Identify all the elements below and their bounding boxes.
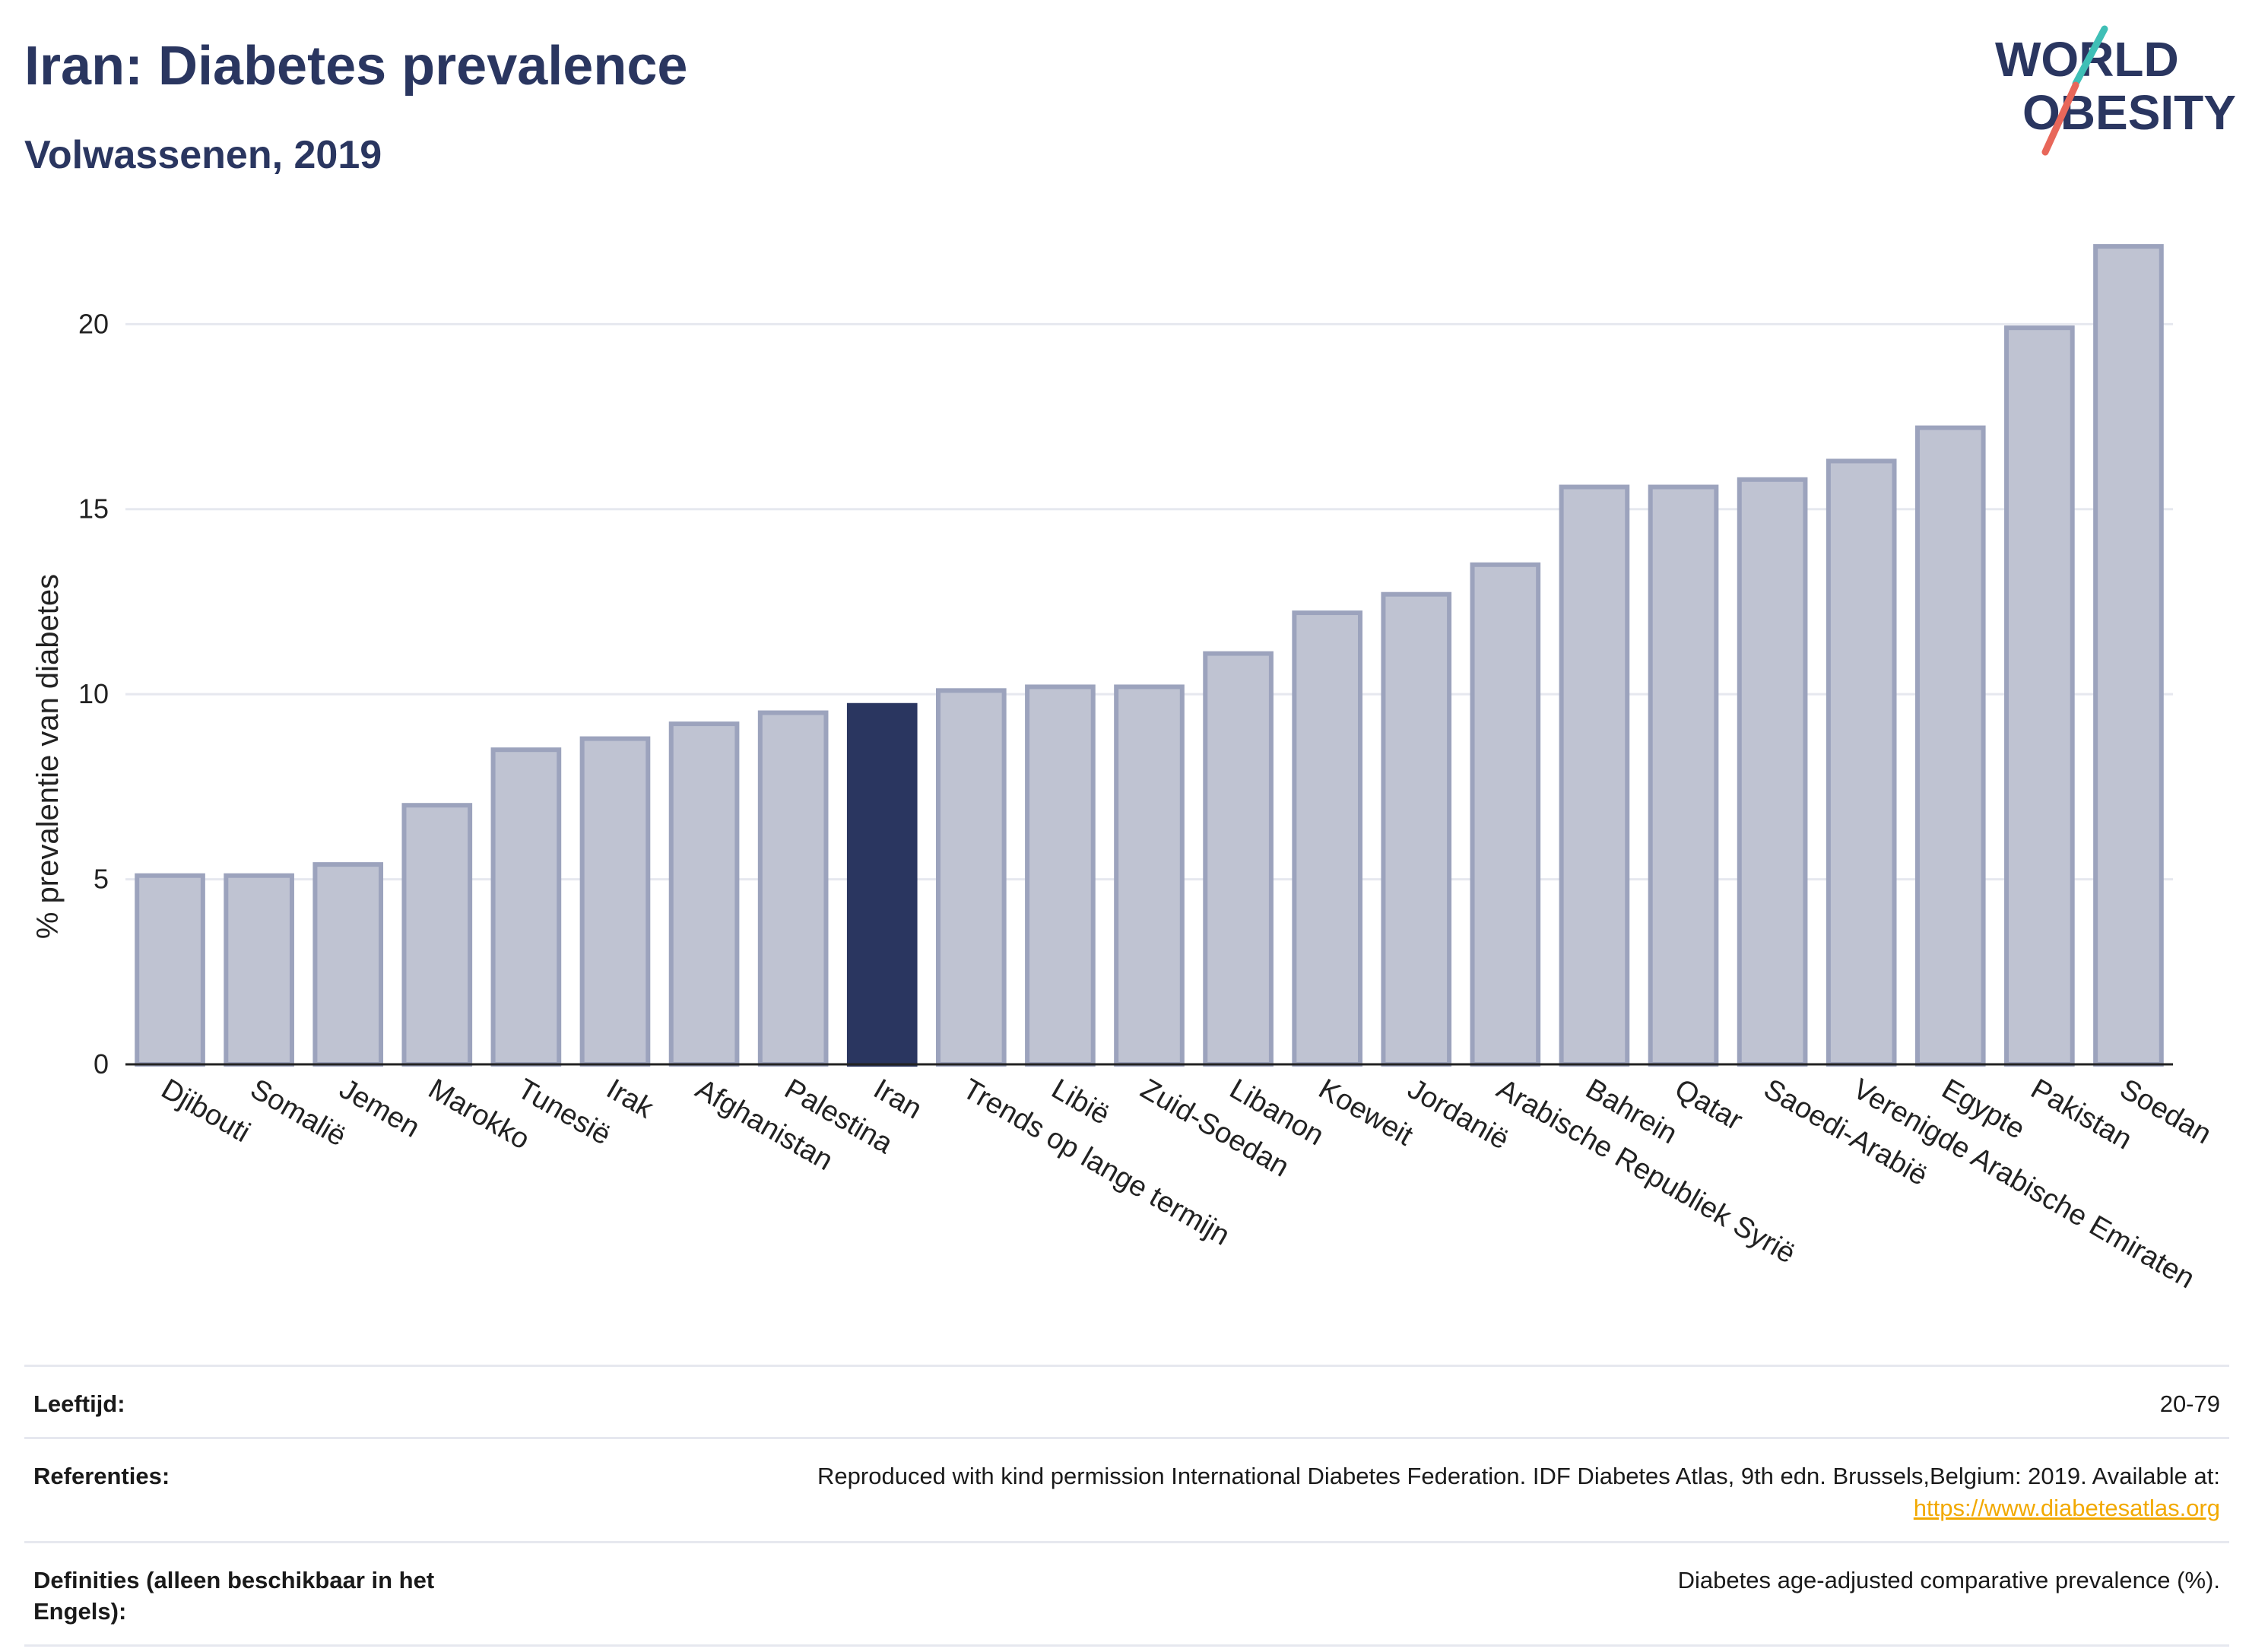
x-tick-label: Irak — [601, 1073, 659, 1125]
world-obesity-logo: WORLD OBESITY — [1995, 25, 2235, 156]
bar-5 — [579, 736, 651, 1067]
bar-21 — [2004, 325, 2075, 1067]
bar-15 — [1470, 562, 1541, 1067]
x-tick-label: Qatar — [1670, 1073, 1749, 1137]
bar-19 — [1826, 458, 1897, 1067]
info-table: Leeftijd: 20-79 Referenties: Reproduced … — [24, 1365, 2229, 1647]
definitions-value: Diabetes age-adjusted comparative preval… — [529, 1540, 2229, 1647]
x-tick-label: Koeweit — [1313, 1073, 1418, 1152]
bar-9 — [936, 688, 1007, 1067]
x-tick-label: Jemen — [334, 1073, 425, 1143]
x-tick-label: Iran — [868, 1073, 928, 1125]
x-tick-label: Pakistan — [2025, 1073, 2137, 1156]
bar-7 — [757, 710, 829, 1067]
bar-8 — [846, 702, 918, 1067]
references-link[interactable]: https://www.diabetesatlas.org — [1913, 1494, 2220, 1521]
bar-11 — [1114, 684, 1185, 1067]
y-tick-label: 0 — [94, 1048, 109, 1080]
age-label: Leeftijd: — [24, 1365, 529, 1439]
bar-22 — [2093, 244, 2164, 1067]
bar-4 — [490, 747, 562, 1067]
bar-20 — [1914, 425, 1986, 1067]
bar-14 — [1381, 591, 1452, 1067]
chart-title: Iran: Diabetes prevalence — [24, 36, 688, 97]
x-tick-label: Djibouti — [156, 1073, 255, 1149]
references-label: Referenties: — [24, 1436, 529, 1543]
bar-18 — [1737, 477, 1808, 1067]
bar-chart: 0 5 10 15 20 % prevalentie van diabetes Djibou… — [31, 244, 2216, 1295]
bar-0 — [135, 873, 205, 1067]
age-value: 20-79 — [529, 1365, 2229, 1439]
info-row-definitions: Definities (alleen beschikbaar in het En… — [24, 1540, 2229, 1647]
bar-10 — [1025, 684, 1096, 1067]
x-tick-label: Somalië — [245, 1073, 351, 1153]
bar-6 — [668, 721, 740, 1067]
logo-slash-teal — [2072, 25, 2108, 87]
y-axis-label: % prevalentie van diabetes — [31, 574, 65, 939]
x-tick-label: Jordanië — [1402, 1073, 1514, 1156]
logo-slash-coral — [2041, 81, 2079, 156]
references-value: Reproduced with kind permission Internat… — [529, 1436, 2229, 1543]
y-tick-label: 15 — [78, 493, 109, 525]
chart-subtitle: Volwassenen, 2019 — [24, 133, 382, 177]
bar-17 — [1648, 484, 1719, 1067]
bar-13 — [1292, 610, 1362, 1067]
y-tick-label: 5 — [94, 864, 109, 895]
y-tick-label: 20 — [78, 308, 109, 339]
bar-3 — [401, 803, 473, 1067]
definitions-label: Definities (alleen beschikbaar in het En… — [24, 1540, 529, 1647]
x-tick-label: Zuid-Soedan — [1135, 1073, 1294, 1183]
x-tick-label: Marokko — [423, 1073, 534, 1156]
info-row-age: Leeftijd: 20-79 — [24, 1365, 2229, 1439]
bar-2 — [312, 862, 384, 1067]
references-text: Reproduced with kind permission Internat… — [817, 1462, 2220, 1489]
bar-12 — [1203, 651, 1274, 1067]
y-tick-label: 10 — [78, 678, 109, 709]
info-row-references: Referenties: Reproduced with kind permis… — [24, 1436, 2229, 1543]
bar-16 — [1559, 484, 1630, 1067]
bar-1 — [224, 873, 294, 1067]
